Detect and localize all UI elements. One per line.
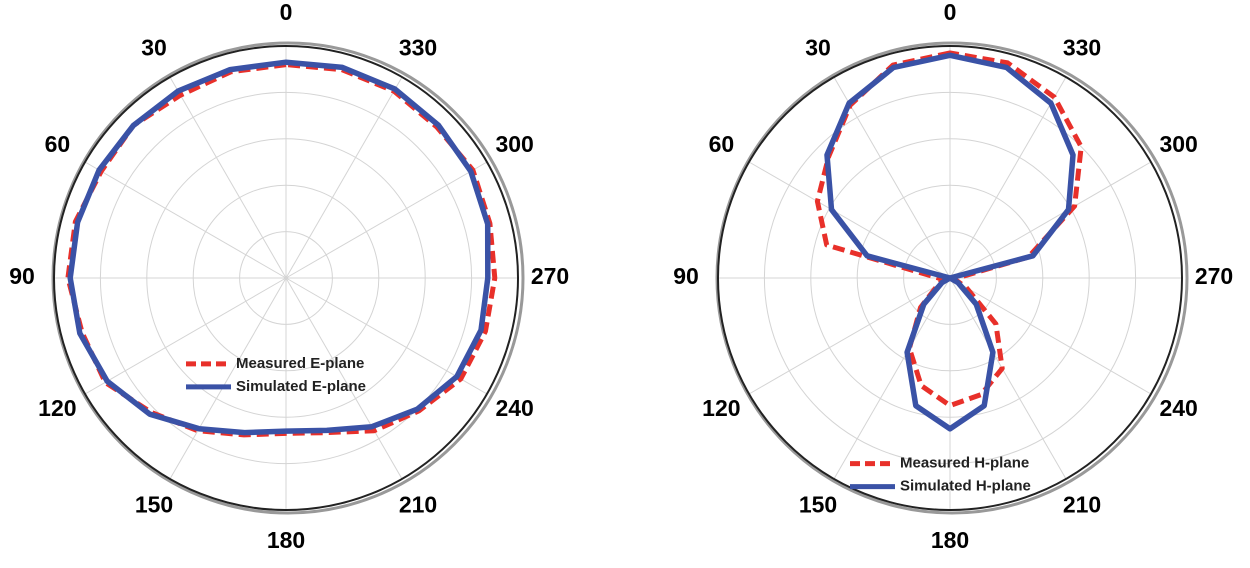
series-line [814,50,1084,409]
grid-spoke [949,277,1152,395]
theta-tick-label: 180 [267,527,305,553]
outer-ring [717,45,1183,511]
theta-tick-label: 120 [702,395,740,421]
theta-tick-label: 120 [38,395,76,421]
legend: Measured H-plane Simulated H-plane [850,455,1031,495]
legend-label: Measured E-plane [236,355,364,372]
grid-spoke [833,76,951,279]
theta-tick-label: 330 [1063,34,1101,60]
theta-tick-label: 90 [9,263,35,289]
legend-label: Simulated E-plane [236,378,366,395]
theta-tick-label: 300 [1159,131,1197,157]
series-line [824,52,1076,432]
grid-spoke [285,76,403,279]
theta-tick-label: 210 [1063,492,1101,518]
legend: Measured E-plane Simulated E-plane [186,355,366,395]
legend-label: Simulated H-plane [900,478,1031,495]
grid-spoke [169,277,287,480]
grid-spoke [285,277,488,395]
theta-tick-label: 30 [805,34,831,60]
grid-spoke [748,277,951,395]
outer-ring [53,45,519,511]
grid-spoke [949,277,1067,480]
theta-tick-label: 60 [709,131,735,157]
theta-tick-label: 90 [673,263,699,289]
grid-spoke [285,277,403,480]
theta-tick-label: 240 [495,395,533,421]
theta-tick-label: 180 [931,527,969,553]
theta-tick-label: 30 [141,34,167,60]
series-line [67,59,491,436]
grid-spoke [949,161,1152,279]
theta-tick-label: 270 [531,263,569,289]
grid-spoke [84,277,287,395]
legend-label: Measured H-plane [900,455,1029,472]
theta-tick-label: 150 [135,492,173,518]
grid-spoke [169,76,287,279]
theta-tick-label: 60 [45,131,71,157]
grid-spoke [285,161,488,279]
theta-tick-label: 240 [1159,395,1197,421]
grid-spoke [833,277,951,480]
grid-spoke [949,76,1067,279]
theta-tick-label: 0 [944,0,957,25]
theta-tick-label: 330 [399,34,437,60]
theta-tick-label: 210 [399,492,437,518]
theta-tick-label: 270 [1195,263,1233,289]
theta-tick-label: 150 [799,492,837,518]
theta-tick-label: 300 [495,131,533,157]
grid-spoke [84,161,287,279]
grid-spoke [748,161,951,279]
theta-tick-label: 0 [280,0,293,25]
